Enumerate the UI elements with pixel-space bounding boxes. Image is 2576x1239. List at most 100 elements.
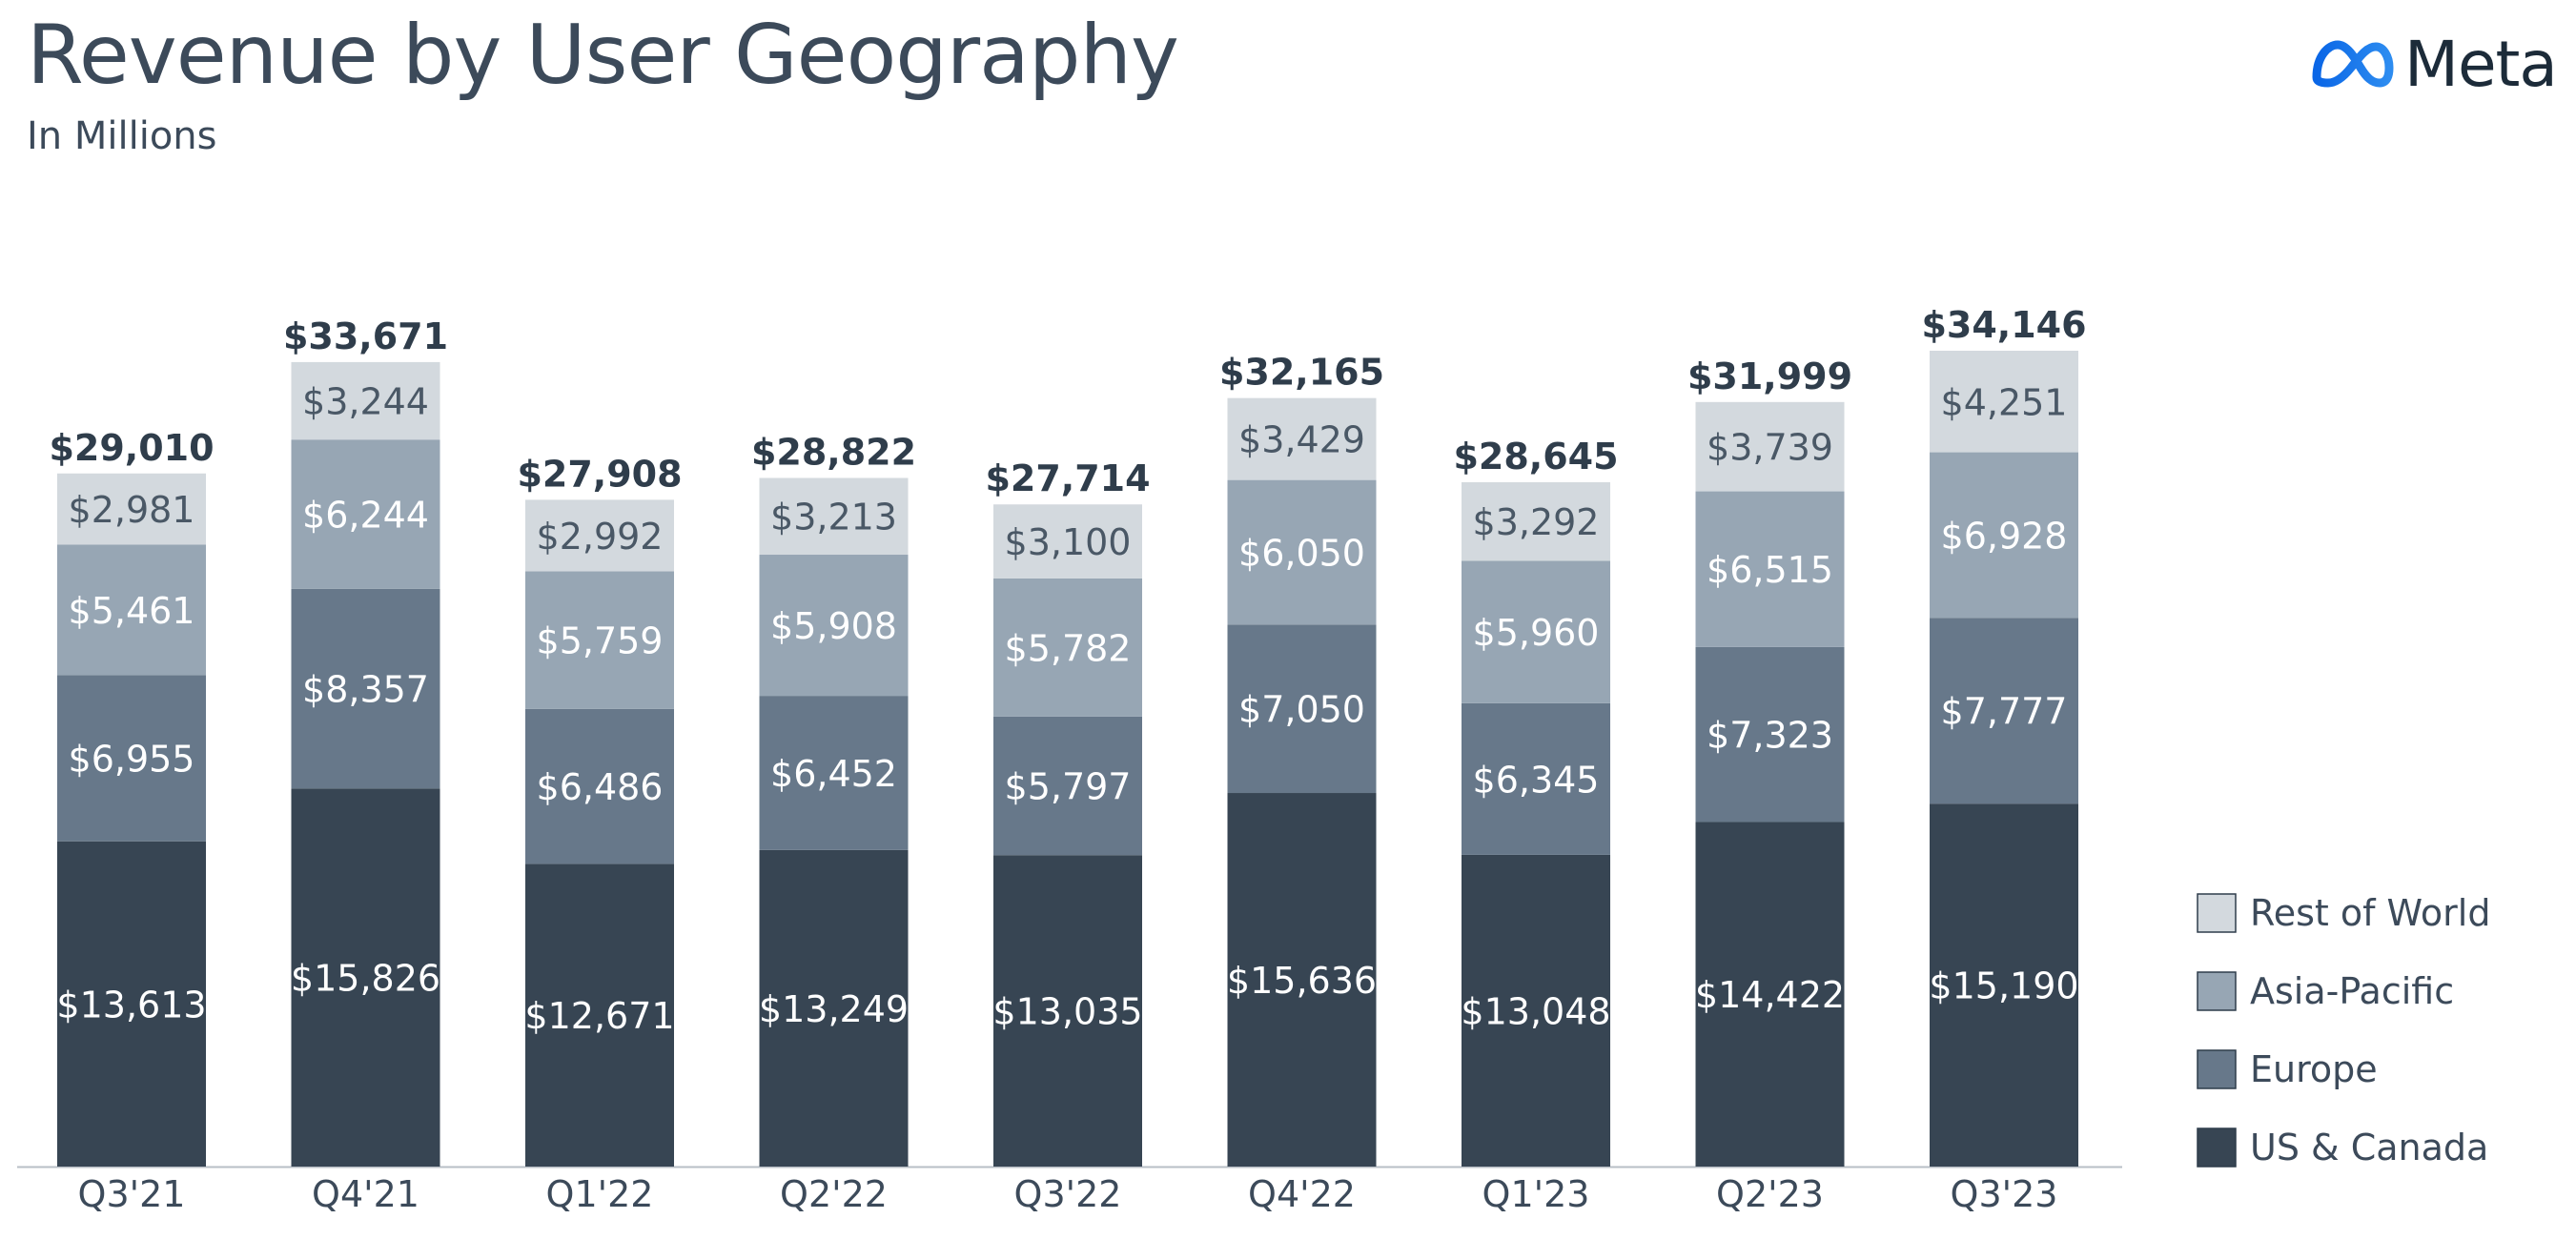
- legend-label: Rest of World: [2250, 892, 2490, 934]
- meta-logo: Meta: [2307, 21, 2558, 107]
- segment-value-label: $5,797: [1005, 766, 1132, 808]
- segment-value-label: $6,486: [537, 766, 664, 808]
- bar-segment-asia-pacific: [525, 571, 674, 709]
- segment-value-label: $6,345: [1473, 759, 1600, 801]
- x-tick-label: Q1'22: [546, 1173, 654, 1215]
- chart-subtitle: In Millions: [27, 114, 217, 158]
- legend-label: Europe: [2250, 1048, 2378, 1090]
- segment-value-label: $3,244: [302, 381, 429, 423]
- bar-segment-rest-of-world: [993, 504, 1142, 579]
- segment-value-label: $5,782: [1005, 627, 1132, 669]
- segment-value-label: $5,461: [69, 590, 195, 632]
- segment-value-label: $5,759: [537, 620, 664, 662]
- segment-value-label: $3,739: [1707, 427, 1833, 469]
- segment-value-label: $6,244: [302, 494, 429, 536]
- segment-value-label: $7,323: [1707, 715, 1833, 757]
- segment-value-label: $6,955: [69, 739, 195, 781]
- segment-value-label: $13,035: [992, 991, 1142, 1033]
- bar-segment-us-canada: [1462, 854, 1610, 1167]
- segment-value-label: $15,826: [291, 958, 440, 1000]
- bar-segment-asia-pacific: [993, 578, 1142, 717]
- segment-value-label: $13,613: [56, 984, 206, 1026]
- segment-value-label: $2,992: [537, 516, 664, 558]
- bar-segment-us-canada: [291, 788, 440, 1167]
- x-tick-label: Q3'22: [1014, 1173, 1122, 1215]
- bar-segment-europe: [993, 716, 1142, 856]
- segment-value-label: $15,190: [1929, 965, 2078, 1007]
- segment-value-label: $3,292: [1473, 501, 1600, 543]
- segment-value-label: $12,671: [524, 995, 674, 1037]
- segment-value-label: $4,251: [1941, 381, 2068, 423]
- total-value-label: $29,010: [49, 427, 214, 469]
- bar-segment-europe: [1227, 624, 1377, 794]
- legend-swatch-europe: [2197, 1049, 2237, 1089]
- segment-value-label: $5,960: [1473, 612, 1600, 654]
- bar-segment-us-canada: [1695, 822, 1845, 1167]
- x-tick-label: Q4'22: [1248, 1173, 1356, 1215]
- total-value-label: $27,908: [517, 453, 682, 495]
- bar-segment-europe: [759, 696, 909, 850]
- x-tick-label: Q2'23: [1716, 1173, 1824, 1215]
- bar-segment-us-canada: [1227, 793, 1377, 1167]
- total-value-label: $32,165: [1219, 352, 1384, 394]
- x-tick-label: Q4'21: [312, 1173, 419, 1215]
- segment-value-label: $6,515: [1707, 549, 1833, 591]
- total-value-label: $27,714: [985, 457, 1150, 499]
- meta-infinity-icon: [2312, 40, 2394, 88]
- segment-value-label: $13,249: [759, 988, 909, 1030]
- total-value-label: $31,999: [1687, 355, 1852, 397]
- bar-segment-us-canada: [1930, 803, 2078, 1167]
- x-tick-label: Q3'21: [78, 1173, 186, 1215]
- x-tick-label: Q1'23: [1482, 1173, 1590, 1215]
- bar-segment-asia-pacific: [1695, 491, 1845, 647]
- meta-logo-text: Meta: [2404, 27, 2558, 101]
- bar-segment-asia-pacific: [1227, 479, 1377, 625]
- bar-segment-rest-of-world: [1462, 481, 1610, 561]
- bar-segment-europe: [1462, 702, 1610, 855]
- bar-segment-asia-pacific: [759, 555, 909, 697]
- x-tick-label: Q3'23: [1951, 1173, 2058, 1215]
- legend-swatch-asia-pacific: [2197, 971, 2237, 1011]
- bar-segment-us-canada: [993, 855, 1142, 1167]
- total-value-label: $33,671: [283, 315, 448, 357]
- legend-label: US & Canada: [2250, 1127, 2488, 1168]
- legend-swatch-rest-of-world: [2197, 893, 2237, 933]
- bar-segment-rest-of-world: [1695, 401, 1845, 492]
- bar-segment-rest-of-world: [525, 499, 674, 572]
- total-value-label: $28,822: [751, 431, 916, 473]
- bar-segment-rest-of-world: [1930, 351, 2078, 453]
- segment-value-label: $8,357: [302, 669, 429, 711]
- legend-label: Asia-Pacific: [2250, 970, 2454, 1012]
- bar-segment-us-canada: [759, 849, 909, 1167]
- segment-value-label: $3,100: [1005, 521, 1132, 563]
- bar-segment-europe: [291, 588, 440, 789]
- bar-segment-rest-of-world: [291, 361, 440, 440]
- segment-value-label: $7,050: [1238, 689, 1365, 731]
- bar-segment-asia-pacific: [57, 544, 206, 676]
- bar-segment-asia-pacific: [1462, 560, 1610, 703]
- x-tick-label: Q2'22: [780, 1173, 888, 1215]
- segment-value-label: $14,422: [1695, 974, 1845, 1016]
- bar-segment-asia-pacific: [1930, 452, 2078, 619]
- total-value-label: $34,146: [1921, 304, 2086, 346]
- segment-value-label: $3,213: [770, 497, 897, 538]
- bar-segment-rest-of-world: [57, 473, 206, 545]
- segment-value-label: $6,928: [1941, 515, 2068, 557]
- segment-value-label: $2,981: [69, 489, 195, 531]
- bar-segment-europe: [57, 675, 206, 842]
- segment-value-label: $5,908: [770, 605, 897, 647]
- segment-value-label: $15,636: [1227, 960, 1377, 1002]
- bar-segment-rest-of-world: [759, 477, 909, 556]
- segment-value-label: $6,050: [1238, 532, 1365, 574]
- chart-title: Revenue by User Geography: [27, 8, 1179, 103]
- legend-swatch-us-canada: [2197, 1127, 2237, 1168]
- bar-segment-europe: [1695, 646, 1845, 823]
- bar-segment-us-canada: [525, 863, 674, 1167]
- bar-segment-asia-pacific: [291, 439, 440, 589]
- segment-value-label: $6,452: [770, 753, 897, 795]
- segment-value-label: $7,777: [1941, 691, 2068, 733]
- segment-value-label: $13,048: [1461, 990, 1610, 1032]
- bar-segment-rest-of-world: [1227, 397, 1377, 480]
- bar-segment-us-canada: [57, 841, 206, 1167]
